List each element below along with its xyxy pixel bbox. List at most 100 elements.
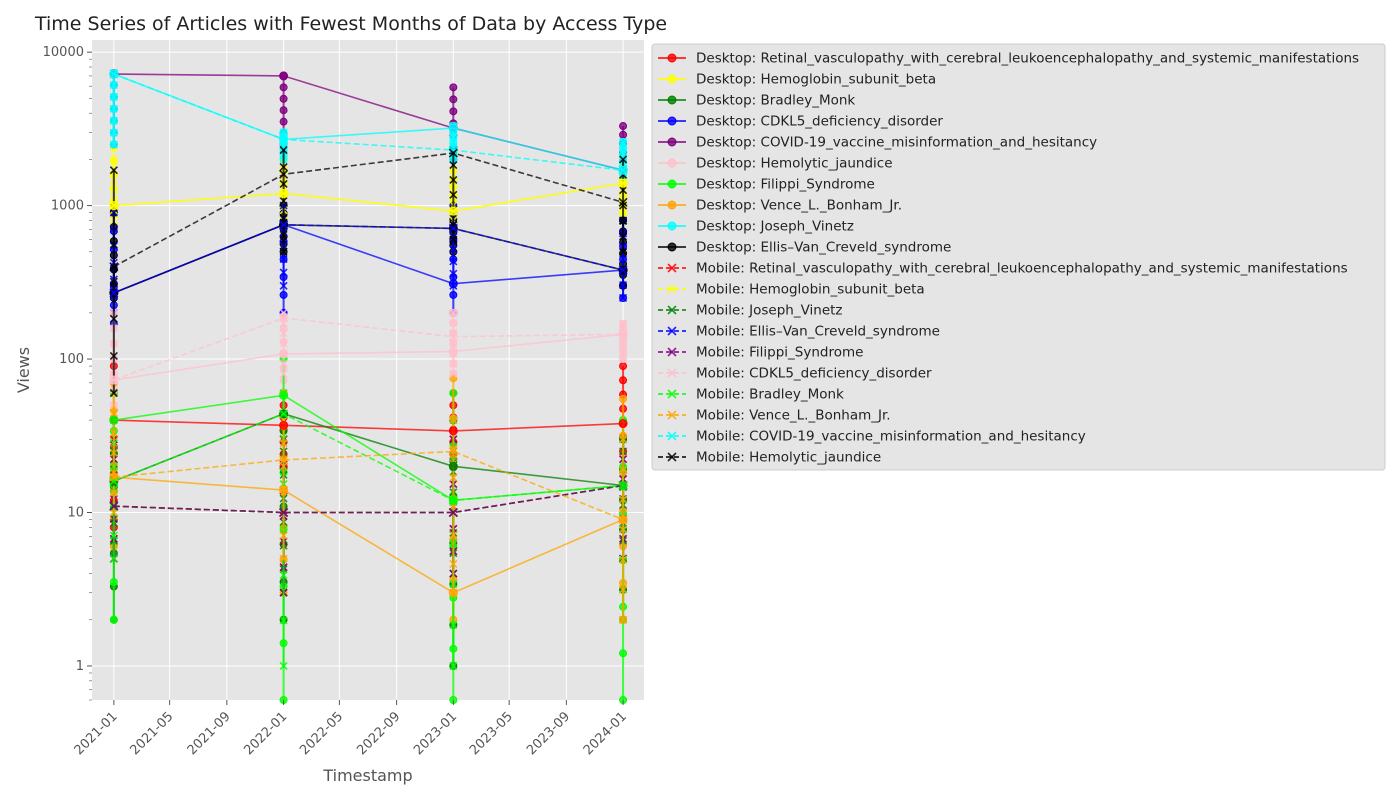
data-point: [618, 329, 628, 339]
spread-point: [109, 488, 118, 497]
spread-point: [449, 473, 458, 482]
legend-label: Mobile: Bradley_Monk: [696, 387, 844, 403]
data-point: [448, 446, 458, 457]
x-tick-label: 2023-09: [524, 709, 573, 758]
spread-point: [279, 213, 288, 222]
data-point: [109, 472, 119, 482]
spread-point: [619, 216, 628, 226]
spread-point: [109, 277, 118, 286]
spread-point: [619, 232, 628, 241]
spread-point: [449, 95, 458, 104]
x-tick-label: 2024-01: [581, 709, 630, 758]
legend-entry: Mobile: CDKL5_deficiency_disorder: [658, 366, 932, 382]
legend-marker: [667, 53, 677, 63]
spread-point: [619, 525, 628, 534]
legend-marker: [667, 74, 677, 84]
legend-marker: [667, 221, 677, 231]
data-point: [448, 223, 458, 233]
spread-point: [279, 230, 288, 239]
x-tick-label: 2021-09: [185, 709, 234, 758]
legend-marker: [667, 116, 677, 126]
legend-marker: [667, 452, 677, 462]
data-point: [279, 390, 289, 400]
spread-point: [449, 531, 458, 540]
y-tick-label: 100: [59, 352, 84, 367]
spread-point: [449, 290, 458, 299]
series-line: [113, 450, 624, 521]
data-point: [618, 265, 628, 275]
legend-label: Mobile: Filippi_Syndrome: [696, 345, 863, 361]
spread-point: [109, 408, 118, 418]
spread-point: [279, 359, 288, 368]
spread-point: [449, 190, 458, 199]
spread-point: [109, 389, 118, 398]
spread-point: [279, 439, 288, 448]
data-point: [448, 279, 458, 289]
legend-marker: [667, 305, 677, 315]
spread-point: [449, 269, 458, 278]
legend-marker: [667, 242, 677, 252]
spread-point: [449, 107, 458, 116]
spread-point: [279, 369, 288, 378]
data-point: [109, 69, 119, 79]
spread-point: [619, 130, 628, 139]
data-point: [109, 501, 119, 511]
spread-point: [279, 128, 288, 137]
legend-marker: [667, 200, 677, 210]
x-axis-label: Timestamp: [322, 766, 412, 785]
data-point: [279, 313, 289, 323]
spread-point: [619, 431, 628, 440]
series-line: [113, 412, 624, 502]
legend-label: Mobile: Retinal_vasculopathy_with_cerebr…: [696, 261, 1348, 277]
spread-point: [109, 155, 118, 164]
spread-point: [619, 137, 628, 146]
data-point: [618, 165, 628, 175]
spread-point: [279, 162, 288, 172]
x-tick-label: 2021-01: [72, 709, 121, 758]
spread-point: [449, 559, 458, 569]
legend-entry: Mobile: COVID-19_vaccine_misinformation_…: [658, 429, 1086, 445]
legend-entry: Mobile: Hemolytic_jaundice: [658, 450, 881, 466]
series-line: [113, 317, 624, 381]
legend-marker: [667, 368, 677, 378]
legend-entry: Mobile: Joseph_Vinetz: [658, 303, 843, 319]
spread-point: [619, 615, 628, 624]
legend-entry: Desktop: CDKL5_deficiency_disorder: [658, 114, 943, 130]
spread-point: [279, 339, 288, 348]
spread-point: [109, 140, 118, 149]
data-point: [279, 507, 289, 518]
spread-point: [279, 531, 288, 540]
spread-point: [449, 369, 458, 378]
spread-point: [449, 175, 458, 185]
data-point: [109, 375, 119, 385]
legend-label: Mobile: COVID-19_vaccine_misinformation_…: [696, 429, 1086, 445]
data-point: [448, 206, 458, 216]
spread-point: [109, 428, 118, 437]
spread-point: [619, 649, 628, 658]
series-line: [113, 223, 624, 294]
x-tick-label: 2023-05: [467, 709, 516, 758]
spread-point: [279, 554, 288, 563]
data-point: [448, 461, 458, 471]
spread-point: [109, 166, 118, 175]
series-line: [113, 484, 624, 514]
legend-label: Desktop: Hemoglobin_subunit_beta: [696, 72, 936, 88]
y-tick-label: 1: [76, 659, 84, 674]
data-point: [618, 480, 628, 491]
spread-point: [449, 83, 458, 92]
data-point: [448, 148, 458, 158]
series-line: [113, 182, 624, 212]
spread-point: [619, 255, 628, 264]
spread-point: [619, 394, 628, 403]
legend-label: Desktop: CDKL5_deficiency_disorder: [696, 114, 943, 130]
spread-point: [279, 570, 288, 580]
spread-point: [109, 80, 118, 90]
data-point: [448, 507, 458, 518]
spread-point: [449, 235, 458, 244]
legend-entry: Mobile: Bradley_Monk: [658, 387, 844, 403]
spread-point: [449, 359, 458, 368]
legend-marker: [667, 179, 677, 189]
spread-point: [109, 554, 118, 563]
spread-point: [619, 555, 628, 564]
